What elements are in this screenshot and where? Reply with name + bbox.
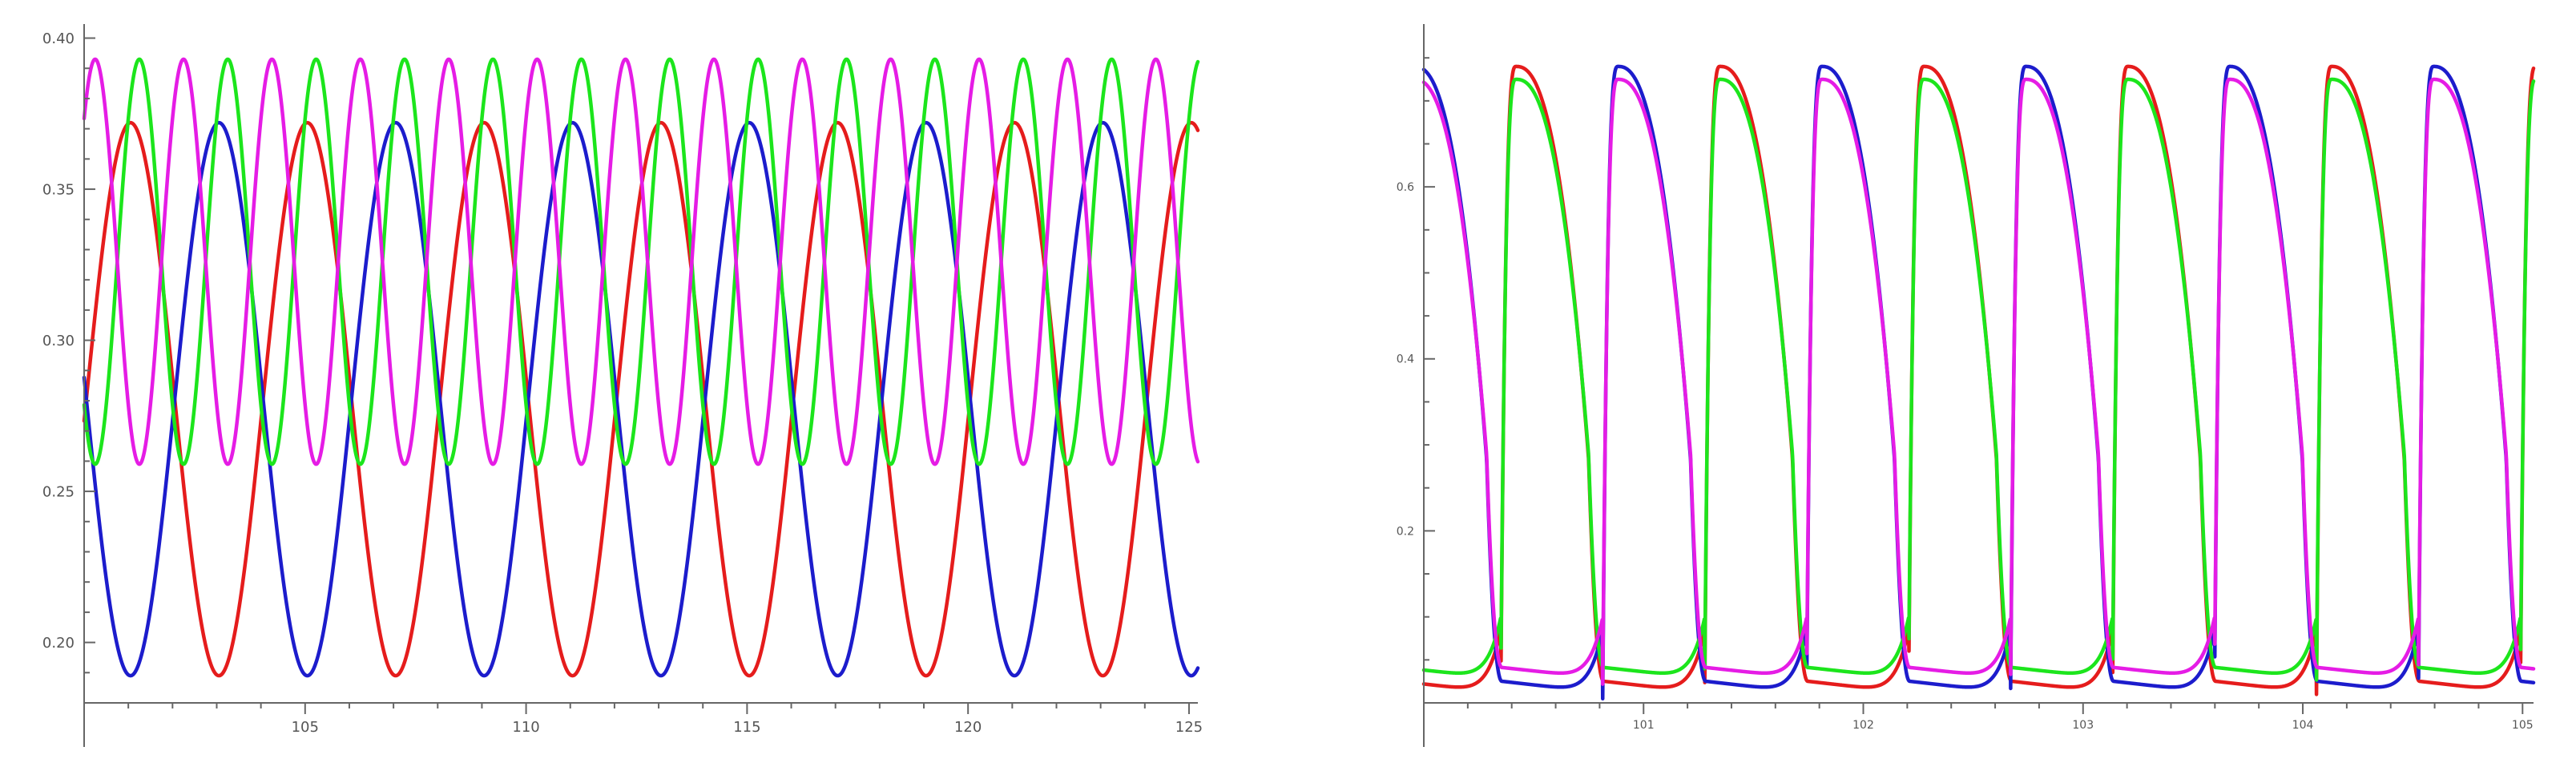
right-series-blue-line: [1421, 64, 2536, 700]
left-y-tick-label: 0.35: [42, 181, 75, 198]
right-chart: 101 102 103 104 105 0.2 0.4 0.6: [1397, 24, 2536, 747]
right-series-red-line: [1421, 64, 2536, 696]
left-series-group: [82, 57, 1200, 678]
right-y-tick-label: 0.2: [1397, 525, 1414, 538]
right-y-tick-label: 0.4: [1397, 353, 1414, 366]
right-series-green-line: [1421, 77, 2536, 682]
left-y-tick-label: 0.30: [42, 333, 75, 349]
right-y-ticks: 0.2 0.4 0.6: [1397, 57, 1435, 704]
right-x-tick-label: 101: [1633, 719, 1655, 732]
right-y-tick-label: 0.6: [1397, 181, 1414, 194]
left-series-blue-line: [82, 120, 1200, 678]
right-x-ticks: 101 102 103 104 105: [1423, 703, 2534, 732]
left-chart: 105 110 115 120 125 0.20 0.25 0.30 0.35 0.40: [42, 24, 1203, 747]
right-x-tick-label: 102: [1852, 719, 1874, 732]
left-x-tick-label: 125: [1175, 719, 1203, 736]
left-y-tick-label: 0.40: [42, 30, 75, 47]
right-x-tick-label: 103: [2072, 719, 2094, 732]
right-series-magenta-line: [1421, 77, 2536, 686]
left-x-tick-label: 120: [954, 719, 982, 736]
left-y-ticks: 0.20 0.25 0.30 0.35 0.40: [42, 30, 95, 704]
left-series-red-line: [82, 120, 1200, 678]
right-x-tick-label: 104: [2292, 719, 2314, 732]
left-y-tick-label: 0.20: [42, 635, 75, 652]
left-x-ticks: 105 110 115 120 125: [83, 703, 1203, 736]
left-x-tick-label: 110: [512, 719, 539, 736]
left-x-tick-label: 115: [733, 719, 760, 736]
right-x-tick-label: 105: [2512, 719, 2534, 732]
right-series-group: [1421, 64, 2536, 700]
left-plot-area: 105 110 115 120 125 0.20 0.25 0.30 0.35 0.40: [42, 24, 1203, 747]
left-series-green-line: [82, 57, 1200, 466]
left-series-magenta-line: [82, 57, 1200, 466]
left-y-tick-label: 0.25: [42, 483, 75, 500]
left-x-tick-label: 105: [292, 719, 319, 736]
right-plot-area: 101 102 103 104 105 0.2 0.4 0.6: [1397, 24, 2536, 747]
